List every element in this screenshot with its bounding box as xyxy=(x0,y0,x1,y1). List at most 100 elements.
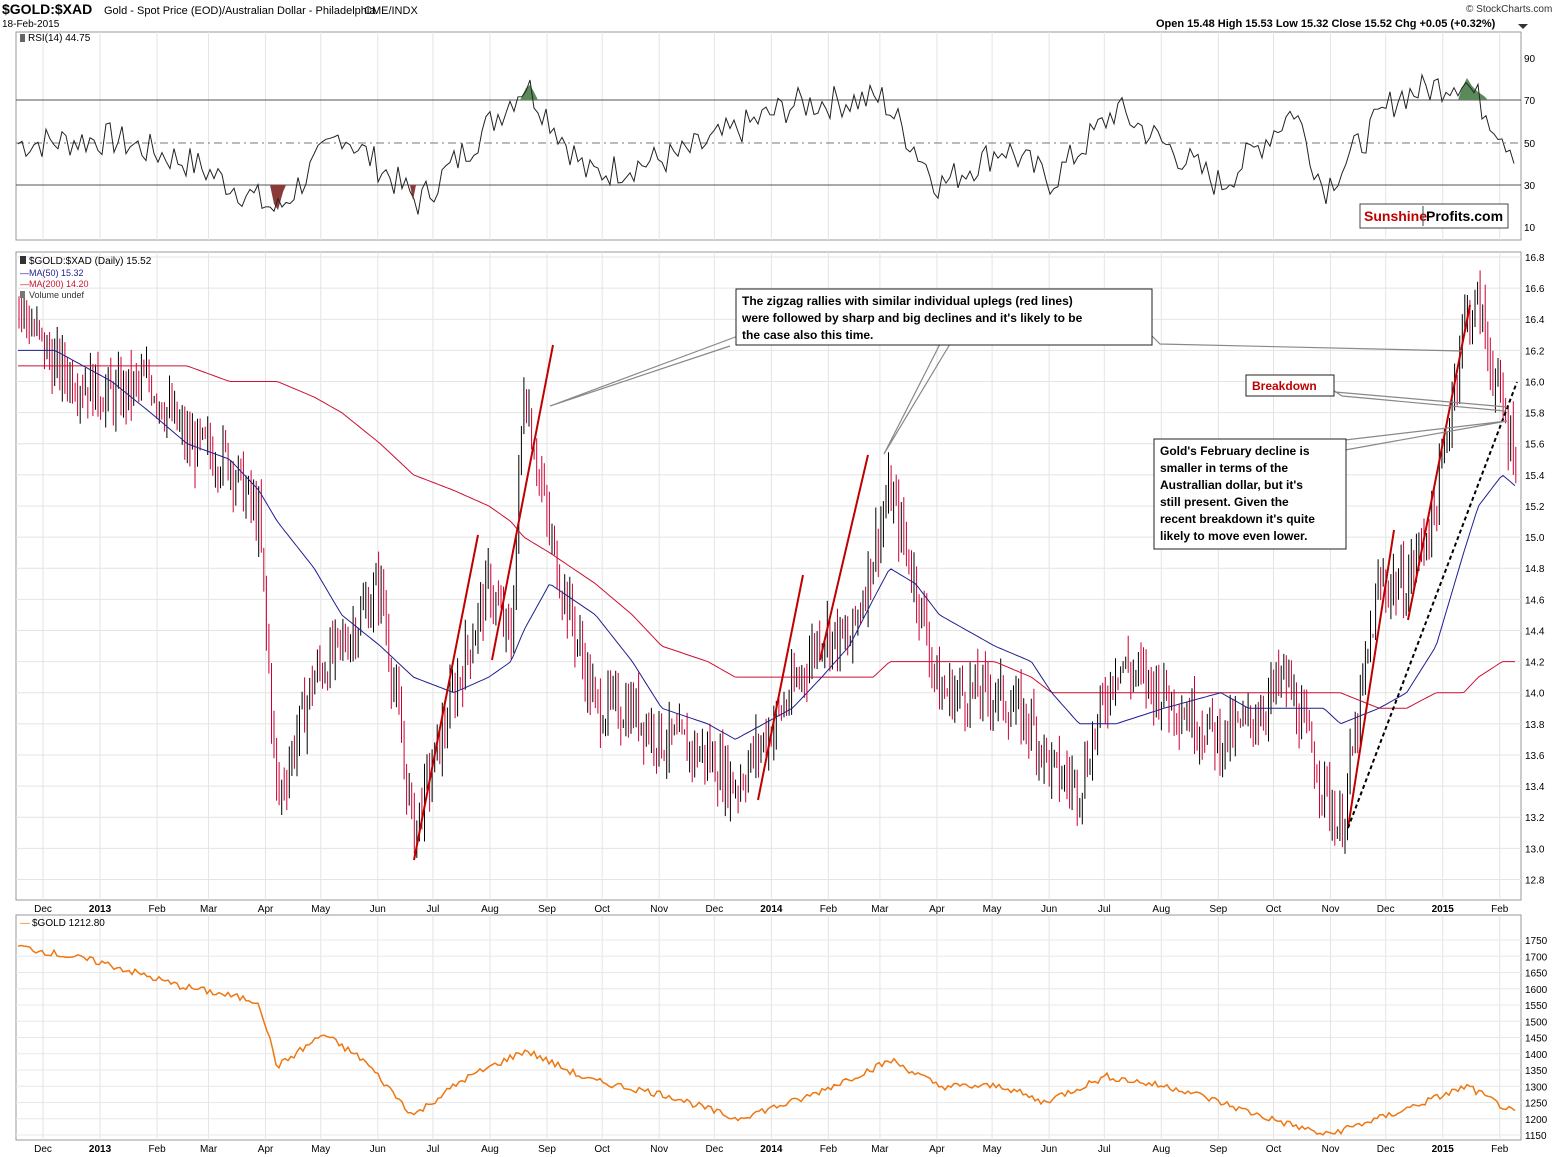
month-tick-label: 2015 xyxy=(1432,1144,1455,1155)
month-tick-label: Feb xyxy=(148,1144,166,1155)
month-tick-label: Apr xyxy=(929,1144,945,1155)
month-tick-label: Dec xyxy=(705,904,723,915)
gold-tick: 1700 xyxy=(1525,952,1548,963)
price-tick: 14.8 xyxy=(1525,564,1545,575)
month-tick-label: Mar xyxy=(871,1144,889,1155)
gold-axis: 1750 1700 1650 1600 1550 1500 1450 1400 1350 1300… xyxy=(1525,936,1548,1142)
rsi-fill-apr2013 xyxy=(270,185,286,210)
month-tick-label: 2014 xyxy=(760,1144,783,1155)
rsi-fill-jun2013 xyxy=(410,185,416,200)
month-tick-label: Jun xyxy=(1041,904,1057,915)
month-tick-label: Sep xyxy=(538,904,556,915)
gold-panel-frame xyxy=(15,914,1522,1141)
month-tick-label: Feb xyxy=(1491,904,1509,915)
price-tick: 14.2 xyxy=(1525,658,1545,669)
svg-text:Australlian dollar, but it's: Australlian dollar, but it's xyxy=(1160,478,1303,492)
rsi-panel-frame xyxy=(15,31,1522,241)
price-tick: 15.6 xyxy=(1525,440,1545,451)
svg-text:were followed by sharp and big: were followed by sharp and big declines … xyxy=(741,311,1083,325)
svg-text:Breakdown: Breakdown xyxy=(1252,379,1317,393)
price-tick: 15.8 xyxy=(1525,409,1545,420)
red-upleg-lines xyxy=(413,304,1471,861)
symbol-title: $GOLD:$XAD xyxy=(2,1,92,17)
month-tick-label: Jul xyxy=(1098,904,1111,915)
rsi-tick: 70 xyxy=(1524,96,1536,107)
month-tick-label: Jun xyxy=(370,904,386,915)
rsi-fill-aug2013 xyxy=(520,85,538,100)
price-tick: 14.6 xyxy=(1525,595,1545,606)
rsi-reference-lines xyxy=(16,99,1521,186)
month-tick-label: Feb xyxy=(1491,1144,1509,1155)
exchange-label: CME/INDX xyxy=(364,5,418,17)
month-tick-label: May xyxy=(983,904,1002,915)
svg-text:MA(200) 14.20: MA(200) 14.20 xyxy=(29,279,89,289)
svg-text:—: — xyxy=(20,268,29,278)
month-tick-label: Oct xyxy=(1266,1144,1282,1155)
month-tick-label: Aug xyxy=(1152,904,1170,915)
month-tick-label: Dec xyxy=(34,1144,52,1155)
february-annotation: Gold's February decline is smaller in te… xyxy=(1153,438,1347,550)
month-tick-label: 2014 xyxy=(760,904,783,915)
price-tick: 13.6 xyxy=(1525,751,1545,762)
month-tick-label: Dec xyxy=(705,1144,723,1155)
month-tick-label: Aug xyxy=(481,1144,499,1155)
gold-tick: 1650 xyxy=(1525,969,1548,980)
month-tick-label: Oct xyxy=(1266,904,1282,915)
callout-pointers xyxy=(549,335,1508,455)
gold-line xyxy=(17,944,1516,1136)
price-tick: 13.4 xyxy=(1525,782,1545,793)
month-tick-label: Mar xyxy=(200,1144,218,1155)
price-tick: 13.8 xyxy=(1525,720,1545,731)
svg-text:Volume undef: Volume undef xyxy=(29,290,85,300)
rsi-line xyxy=(17,73,1515,215)
svg-text:smaller in terms of the: smaller in terms of the xyxy=(1160,461,1288,475)
grid-lines xyxy=(16,32,1521,1140)
month-tick-label: Oct xyxy=(594,904,610,915)
gold-tick: 1300 xyxy=(1525,1082,1548,1093)
svg-text:Gold's February decline is: Gold's February decline is xyxy=(1160,444,1310,458)
month-tick-label: Jul xyxy=(427,904,440,915)
svg-text:$GOLD:$XAD (Daily) 15.52: $GOLD:$XAD (Daily) 15.52 xyxy=(29,256,152,267)
month-tick-label: Feb xyxy=(820,1144,838,1155)
gold-tick: 1250 xyxy=(1525,1099,1548,1110)
month-tick-label: Dec xyxy=(1377,904,1395,915)
collapse-triangle-icon[interactable] xyxy=(1518,24,1528,29)
month-tick-label: Sep xyxy=(538,1144,556,1155)
rsi-fill-jan2015 xyxy=(1458,78,1488,100)
upleg-line xyxy=(491,344,554,661)
month-tick-label: Mar xyxy=(200,904,218,915)
price-legend: $GOLD:$XAD (Daily) 15.52 — MA(50) 15.32 … xyxy=(20,256,152,300)
price-tick: 14.4 xyxy=(1525,626,1545,637)
month-tick-label: Sep xyxy=(1209,904,1227,915)
upleg-line xyxy=(413,534,479,861)
month-tick-label: Nov xyxy=(650,1144,668,1155)
ma50-line xyxy=(18,349,1516,740)
gold-legend: — $GOLD 1212.80 xyxy=(20,918,105,929)
svg-text:the case also this time.: the case also this time. xyxy=(742,328,873,342)
month-tick-label: Jun xyxy=(370,1144,386,1155)
price-tick: 16.4 xyxy=(1525,315,1545,326)
svg-text:Sunshine: Sunshine xyxy=(1364,208,1427,224)
chart-date: 18-Feb-2015 xyxy=(2,19,60,30)
svg-text:The zigzag rallies with simila: The zigzag rallies with similar individu… xyxy=(742,294,1073,308)
price-tick: 13.0 xyxy=(1525,844,1545,855)
price-panel-frame xyxy=(15,251,1522,901)
price-tick: 13.2 xyxy=(1525,813,1545,824)
month-tick-label: 2015 xyxy=(1432,904,1455,915)
rsi-axis: 90 70 50 30 10 xyxy=(1524,54,1536,234)
month-tick-label: Aug xyxy=(1152,1144,1170,1155)
gold-tick: 1500 xyxy=(1525,1017,1548,1028)
price-tick: 16.8 xyxy=(1525,253,1545,264)
gold-tick: 1450 xyxy=(1525,1034,1548,1045)
upleg-line xyxy=(1407,304,1471,621)
month-axis-price: Dec 2013 Feb Mar Apr May Jun Jul Aug Sep Oct Nov Dec… xyxy=(34,904,1509,915)
svg-text:still present. Given the: still present. Given the xyxy=(1160,495,1289,509)
ohlc-readout: Open 15.48 High 15.53 Low 15.32 Close 15… xyxy=(1156,18,1496,30)
svg-text:MA(50) 15.32: MA(50) 15.32 xyxy=(29,268,84,278)
month-tick-label: May xyxy=(311,904,330,915)
price-tick: 15.0 xyxy=(1525,533,1545,544)
month-tick-label: Feb xyxy=(820,904,838,915)
month-tick-label: Jul xyxy=(1098,1144,1111,1155)
gold-tick: 1750 xyxy=(1525,936,1548,947)
month-tick-label: Nov xyxy=(1322,1144,1340,1155)
